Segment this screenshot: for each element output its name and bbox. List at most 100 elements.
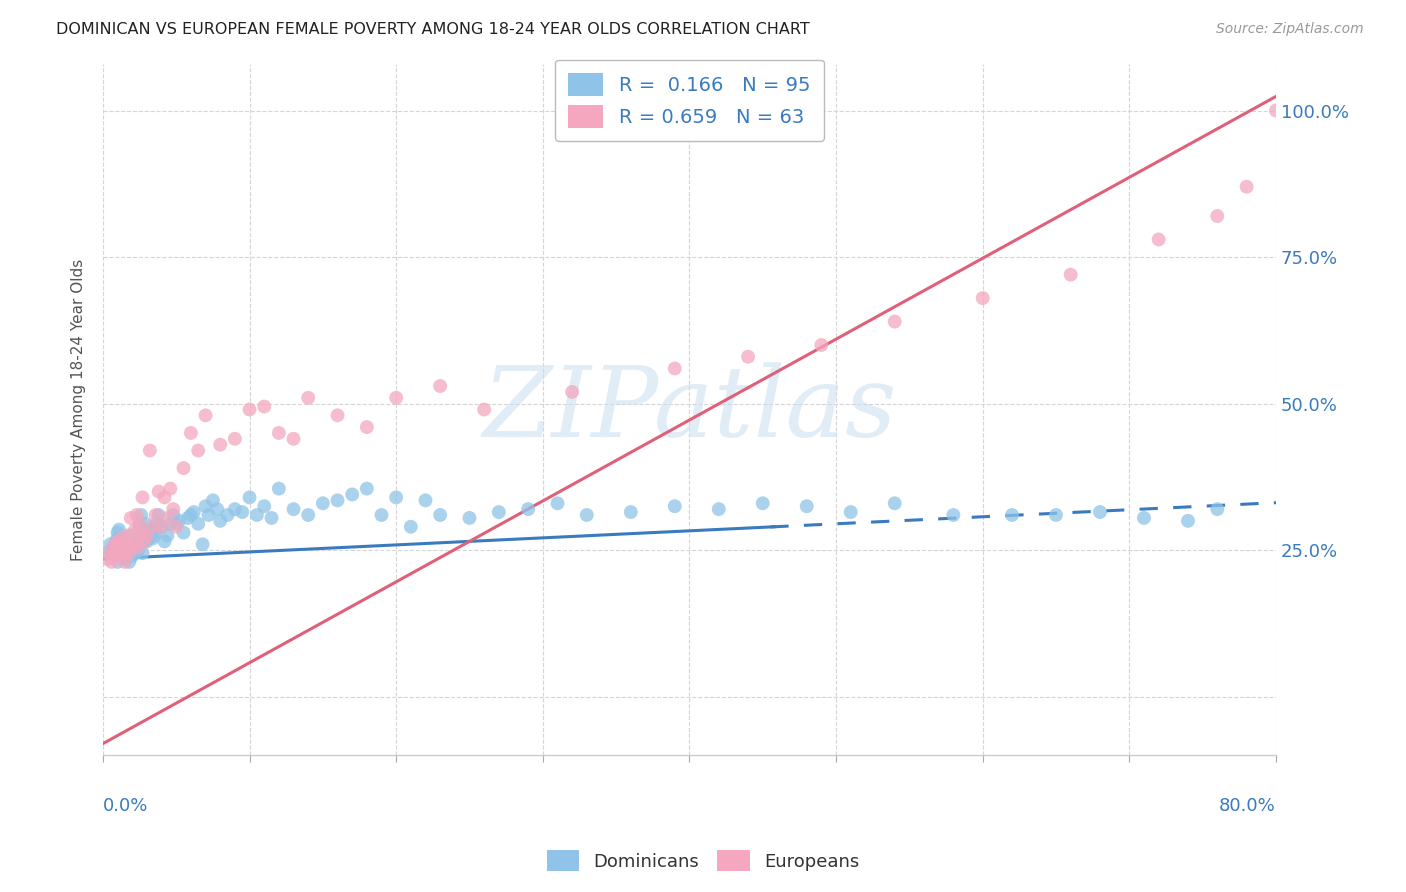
Point bbox=[96, 546, 118, 560]
Point bbox=[153, 534, 176, 549]
Point bbox=[153, 491, 176, 505]
Point bbox=[253, 499, 276, 513]
Point bbox=[100, 543, 122, 558]
Point bbox=[1265, 103, 1288, 118]
Point bbox=[145, 508, 167, 522]
Point bbox=[209, 437, 232, 451]
Legend: Dominicans, Europeans: Dominicans, Europeans bbox=[540, 843, 866, 879]
Point bbox=[162, 502, 184, 516]
Point bbox=[180, 425, 202, 440]
Y-axis label: Female Poverty Among 18-24 Year Olds: Female Poverty Among 18-24 Year Olds bbox=[72, 259, 86, 560]
Point bbox=[139, 443, 162, 458]
Point bbox=[101, 549, 124, 563]
Point bbox=[883, 496, 905, 510]
Point bbox=[159, 482, 181, 496]
Point bbox=[217, 508, 239, 522]
Point bbox=[191, 537, 214, 551]
Point bbox=[105, 534, 128, 549]
Point bbox=[104, 549, 127, 563]
Point bbox=[370, 508, 392, 522]
Point bbox=[124, 523, 146, 537]
Point bbox=[104, 541, 127, 555]
Point bbox=[429, 508, 451, 522]
Point bbox=[326, 493, 349, 508]
Point bbox=[121, 549, 143, 563]
Point bbox=[114, 552, 136, 566]
Point bbox=[385, 491, 408, 505]
Point bbox=[107, 525, 129, 540]
Point bbox=[340, 487, 363, 501]
Point bbox=[326, 409, 349, 423]
Point bbox=[517, 502, 540, 516]
Point bbox=[156, 511, 179, 525]
Point bbox=[839, 505, 862, 519]
Point bbox=[561, 384, 583, 399]
Point bbox=[253, 400, 276, 414]
Point bbox=[238, 491, 260, 505]
Point bbox=[297, 391, 319, 405]
Point bbox=[415, 493, 437, 508]
Point bbox=[127, 541, 149, 555]
Point bbox=[1147, 232, 1170, 246]
Point bbox=[488, 505, 510, 519]
Point bbox=[156, 528, 179, 542]
Point bbox=[98, 546, 121, 560]
Point bbox=[283, 432, 305, 446]
Point bbox=[1206, 502, 1229, 516]
Point bbox=[751, 496, 773, 510]
Point bbox=[145, 523, 167, 537]
Point bbox=[246, 508, 269, 522]
Point bbox=[1045, 508, 1067, 522]
Point bbox=[546, 496, 568, 510]
Point bbox=[118, 555, 141, 569]
Point bbox=[238, 402, 260, 417]
Point bbox=[162, 508, 184, 522]
Point bbox=[128, 519, 150, 533]
Point bbox=[224, 502, 246, 516]
Point bbox=[101, 541, 124, 555]
Point bbox=[194, 499, 217, 513]
Point bbox=[187, 516, 209, 531]
Point bbox=[942, 508, 965, 522]
Point bbox=[124, 546, 146, 560]
Point bbox=[231, 505, 253, 519]
Point bbox=[112, 537, 135, 551]
Point bbox=[187, 443, 209, 458]
Point bbox=[127, 543, 149, 558]
Point bbox=[120, 528, 142, 542]
Point bbox=[134, 516, 156, 531]
Point bbox=[312, 496, 335, 510]
Text: DOMINICAN VS EUROPEAN FEMALE POVERTY AMONG 18-24 YEAR OLDS CORRELATION CHART: DOMINICAN VS EUROPEAN FEMALE POVERTY AMO… bbox=[56, 22, 810, 37]
Point bbox=[664, 499, 686, 513]
Point bbox=[125, 508, 148, 522]
Point bbox=[207, 502, 229, 516]
Point bbox=[664, 361, 686, 376]
Point bbox=[129, 525, 152, 540]
Point bbox=[120, 511, 142, 525]
Point bbox=[429, 379, 451, 393]
Point bbox=[96, 552, 118, 566]
Point bbox=[111, 532, 134, 546]
Point bbox=[150, 519, 173, 533]
Point bbox=[129, 508, 152, 522]
Point bbox=[167, 514, 190, 528]
Point bbox=[128, 516, 150, 531]
Point bbox=[972, 291, 994, 305]
Point bbox=[115, 546, 138, 560]
Text: ZIPatlas: ZIPatlas bbox=[482, 362, 897, 457]
Point bbox=[173, 461, 195, 475]
Point bbox=[148, 508, 170, 522]
Point bbox=[121, 543, 143, 558]
Point bbox=[194, 409, 217, 423]
Point bbox=[165, 516, 187, 531]
Point bbox=[135, 534, 157, 549]
Point bbox=[122, 541, 145, 555]
Point bbox=[173, 525, 195, 540]
Point bbox=[356, 482, 378, 496]
Point bbox=[1001, 508, 1024, 522]
Point bbox=[260, 511, 283, 525]
Point bbox=[114, 555, 136, 569]
Point bbox=[115, 541, 138, 555]
Point bbox=[180, 508, 202, 522]
Point bbox=[810, 338, 832, 352]
